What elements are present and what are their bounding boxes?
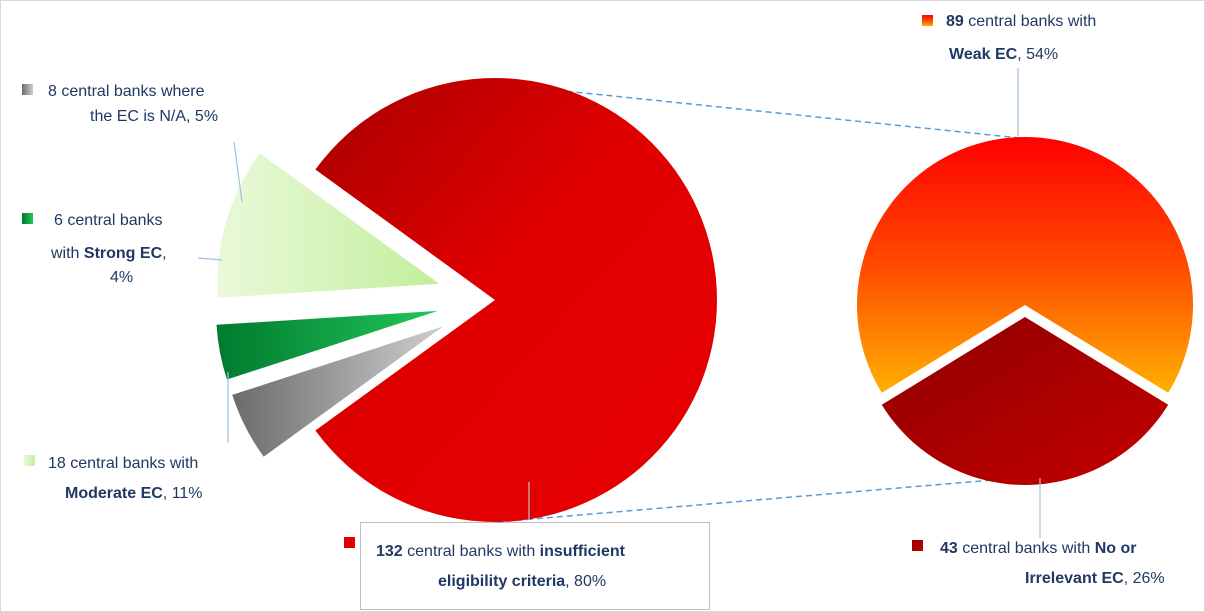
legend-marker-irrelevant xyxy=(912,540,923,551)
leader-strong xyxy=(197,257,223,261)
label-irrelevant: 43 central banks with No or Irrelevant E… xyxy=(940,540,1165,587)
slice-strong xyxy=(216,310,438,380)
insufficient-callout-box xyxy=(360,522,710,610)
legend-marker-moderate xyxy=(24,455,35,466)
label-moderate: 18 central banks with Moderate EC, 11% xyxy=(48,455,203,502)
legend-marker-insufficient xyxy=(344,537,355,548)
leader-na xyxy=(233,141,243,203)
slice-weak xyxy=(856,136,1193,393)
label-na: 8 central banks where the EC is N/A, 5% xyxy=(48,83,218,125)
slice-moderate xyxy=(217,153,440,298)
label-strong: 6 central banks with Strong EC, 4% xyxy=(50,212,171,286)
connector-line-bottom xyxy=(496,475,1041,523)
legend-marker-weak xyxy=(922,15,933,26)
slice-na xyxy=(232,326,444,457)
connector-line-top xyxy=(496,83,1021,139)
label-insufficient: 132 central banks with insufficient elig… xyxy=(376,543,629,590)
slice-insufficient xyxy=(315,78,717,523)
label-weak: 89 central banks with Weak EC, 54% xyxy=(946,13,1101,63)
legend-marker-strong xyxy=(22,213,33,224)
legend-marker-na xyxy=(22,84,33,95)
slice-irrelevant xyxy=(881,317,1169,485)
